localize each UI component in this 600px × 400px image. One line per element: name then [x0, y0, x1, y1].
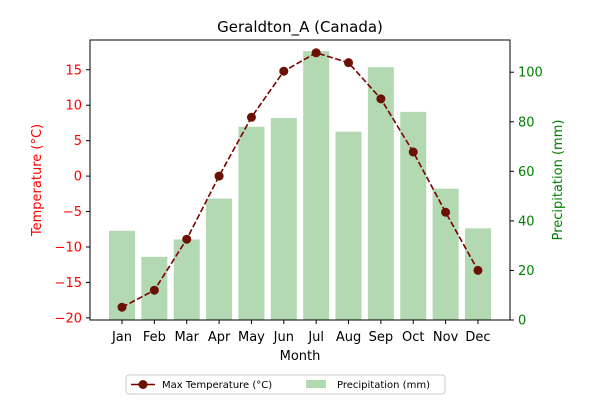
plot-frame: [89, 39, 511, 321]
precipitation-bars: [109, 51, 491, 321]
precip-bar-mar: [173, 239, 200, 320]
y-left-tick-label: −5: [63, 205, 82, 220]
y-right-tick-label: 60: [518, 165, 535, 180]
temp-point-dec: [473, 265, 483, 275]
x-tick-label: Nov: [433, 330, 459, 345]
x-tick-label: Apr: [208, 330, 231, 345]
legend-bar-swatch: [306, 380, 326, 388]
precip-bar-may: [238, 126, 265, 320]
temp-point-jul: [311, 48, 321, 58]
y-left-tick-label: 15: [65, 63, 82, 78]
y-left-tick-label: −20: [55, 311, 82, 326]
temperature-path: [121, 51, 479, 308]
y-left-tick-label: −15: [55, 276, 82, 291]
temp-point-may: [246, 112, 256, 122]
precip-bar-sep: [367, 67, 394, 320]
x-tick-label: Sep: [369, 330, 394, 345]
chart-title: Geraldton_A (Canada): [217, 18, 383, 37]
y-right-tick-label: 40: [518, 214, 535, 229]
temp-point-jun: [279, 66, 289, 76]
temp-point-oct: [408, 147, 418, 157]
legend-marker-swatch: [138, 380, 148, 389]
precip-bar-oct: [400, 111, 427, 321]
x-tick-label: Jan: [111, 330, 132, 345]
legend: Max Temperature (°C) Precipitation (mm): [125, 374, 446, 395]
temperature-line: [117, 48, 483, 312]
y-axis-right-label: Precipitation (mm): [551, 120, 566, 241]
temp-point-apr: [214, 171, 224, 181]
x-tick-label: Mar: [174, 330, 199, 345]
temp-point-mar: [182, 234, 192, 244]
x-tick-label: Aug: [336, 330, 361, 345]
x-tick-label: Feb: [143, 330, 166, 345]
x-axis: Jan Feb Mar Apr May Jun Jul Aug Sep Oct Nov Dec: [111, 320, 491, 345]
precip-bar-apr: [206, 198, 233, 320]
y-axis-right: 0 20 40 60 80 100: [510, 66, 543, 329]
x-tick-label: Oct: [402, 330, 424, 345]
y-right-tick-label: 100: [518, 66, 543, 81]
legend-label-temperature: Max Temperature (°C): [162, 380, 272, 391]
temp-point-aug: [344, 58, 354, 68]
x-tick-label: Dec: [465, 330, 490, 345]
y-right-tick-label: 80: [518, 115, 535, 130]
y-left-tick-label: 0: [74, 170, 82, 185]
x-tick-label: May: [238, 330, 265, 345]
x-tick-label: Jun: [273, 330, 294, 345]
x-tick-label: Jul: [307, 330, 324, 345]
x-axis-label: Month: [280, 349, 321, 364]
temp-point-nov: [441, 207, 451, 217]
legend-label-precipitation: Precipitation (mm): [337, 380, 430, 391]
legend-frame: [125, 374, 446, 395]
y-axis-left: −20 −15 −10 −5 0 5 10 15: [55, 63, 90, 326]
y-left-tick-label: 10: [65, 99, 82, 114]
temp-point-jan: [117, 302, 127, 312]
precip-bar-jul: [303, 51, 330, 320]
y-right-tick-label: 0: [518, 314, 526, 329]
temp-point-feb: [149, 285, 159, 295]
y-left-tick-label: −10: [55, 240, 82, 255]
precip-bar-aug: [335, 131, 362, 320]
y-left-tick-label: 5: [74, 134, 82, 149]
y-right-tick-label: 20: [518, 264, 535, 279]
precip-bar-jun: [270, 118, 297, 320]
temp-point-sep: [376, 94, 386, 104]
y-axis-left-label: Temperature (°C): [30, 124, 45, 237]
